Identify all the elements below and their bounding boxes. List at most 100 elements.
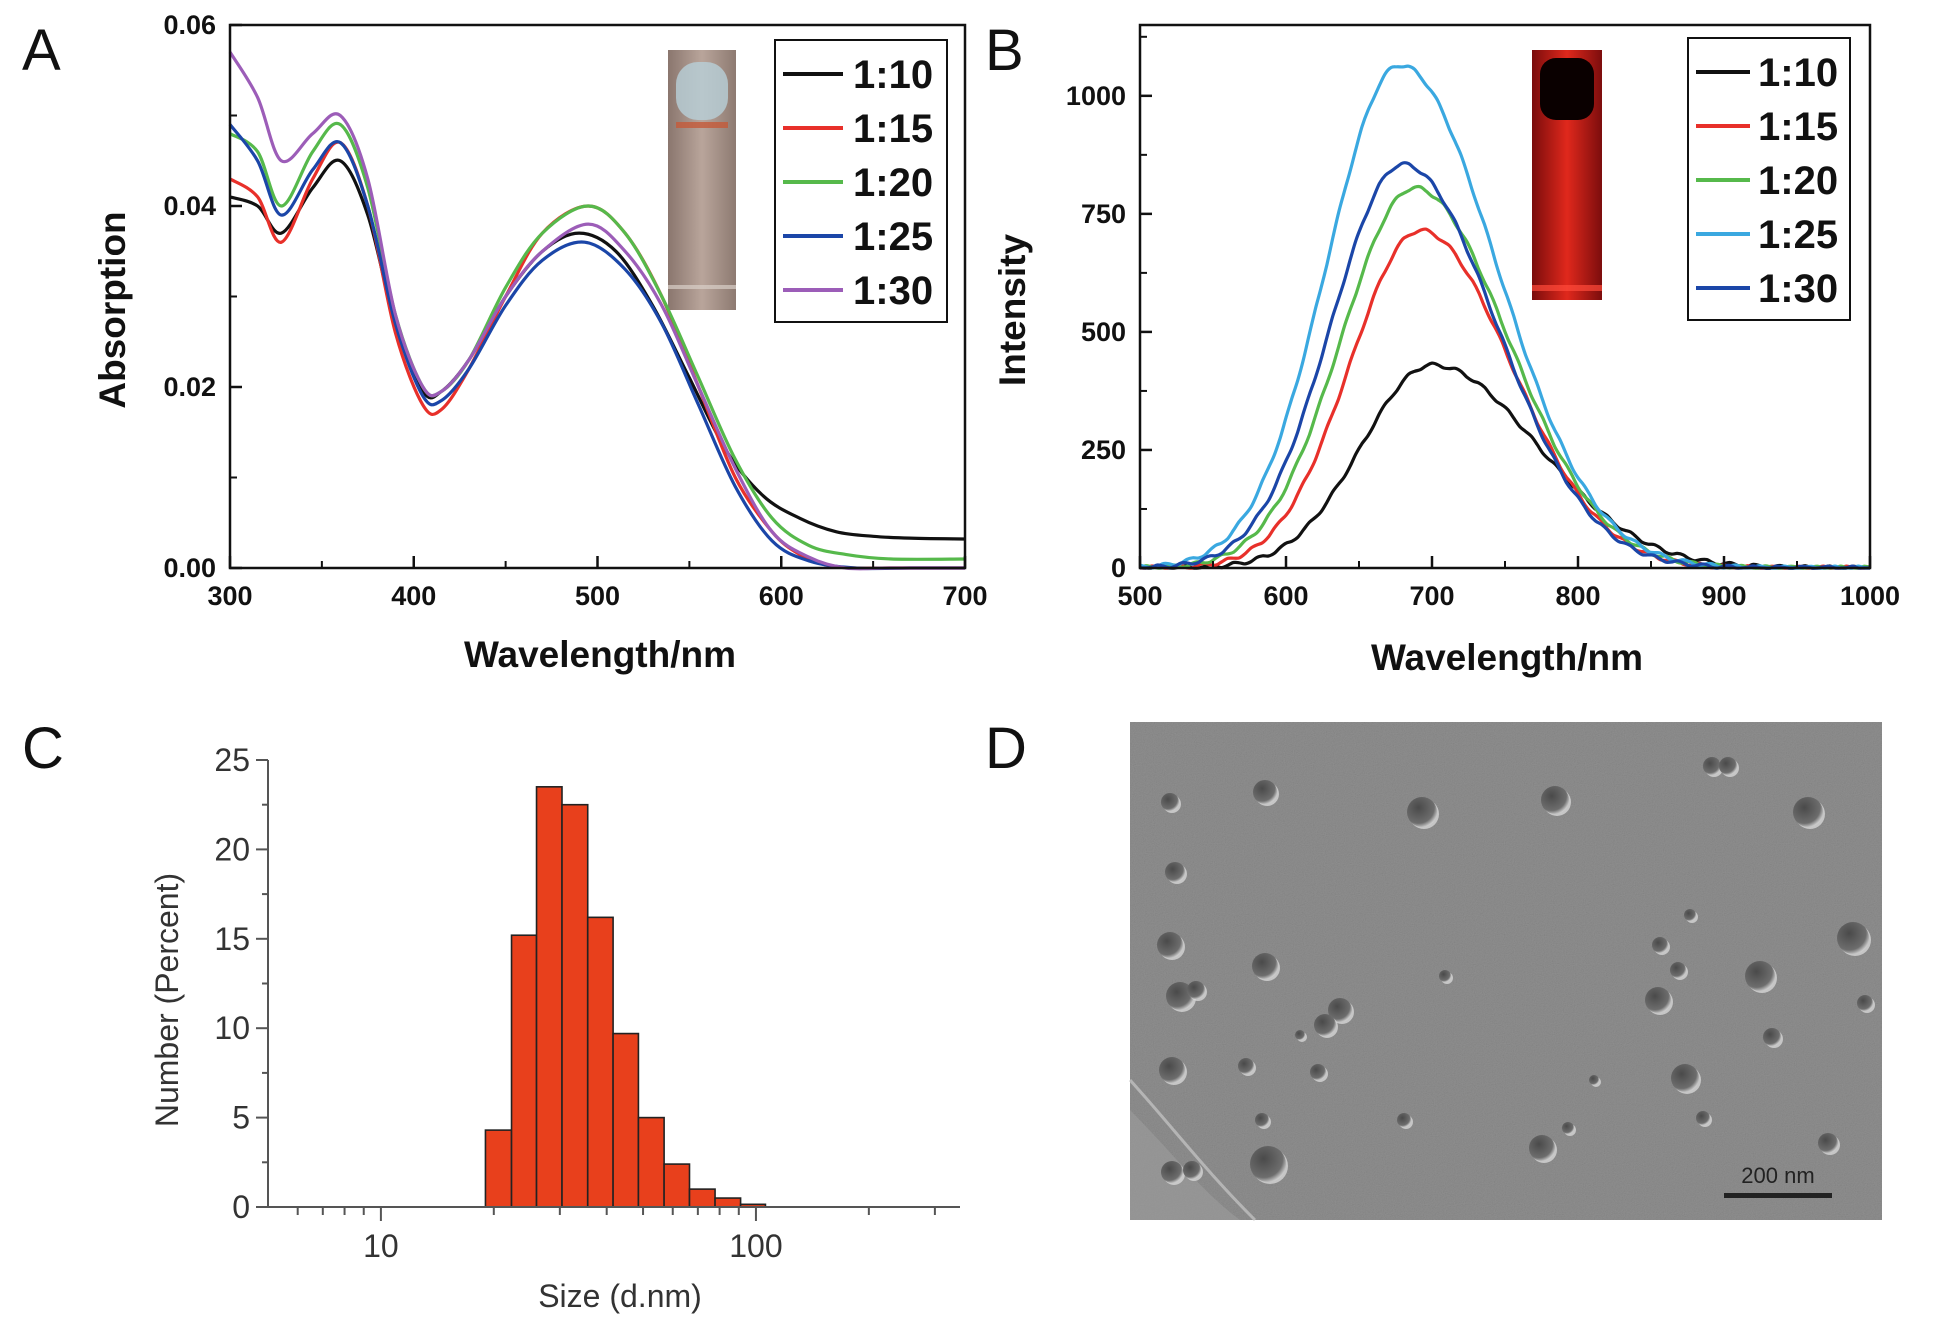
particle xyxy=(1818,1133,1838,1153)
legend-label-a: 1:10 xyxy=(853,53,933,97)
particle xyxy=(1314,1014,1336,1036)
particle xyxy=(1645,987,1671,1013)
particle xyxy=(1310,1064,1326,1080)
legend-label-a: 1:20 xyxy=(853,161,933,205)
particle xyxy=(1857,995,1873,1011)
particle xyxy=(1529,1135,1555,1161)
particle xyxy=(1541,786,1569,814)
x-tick-label-a: 500 xyxy=(575,581,620,611)
particle xyxy=(1703,757,1721,775)
legend-label-b: 1:15 xyxy=(1758,105,1838,149)
scale-bar-label: 200 nm xyxy=(1741,1163,1814,1188)
y-tick-label-a: 0.06 xyxy=(163,10,216,40)
particle xyxy=(1671,1064,1699,1092)
particle xyxy=(1407,797,1437,827)
histogram-bar xyxy=(484,1129,513,1208)
particle xyxy=(1589,1075,1599,1085)
particle xyxy=(1439,970,1451,982)
histogram-bar xyxy=(561,803,589,1208)
panel-letter-b: B xyxy=(985,18,1024,83)
legend-label-a: 1:15 xyxy=(853,107,933,151)
particle xyxy=(1328,998,1352,1022)
particle xyxy=(1157,932,1183,958)
y-tick-label-c: 20 xyxy=(214,831,250,867)
histogram-bar xyxy=(688,1188,716,1208)
histogram-bar xyxy=(714,1197,742,1208)
x-tick-label-b: 900 xyxy=(1701,581,1746,611)
legend-label-b: 1:30 xyxy=(1758,267,1838,311)
particle xyxy=(1763,1028,1781,1046)
y-tick-label-a: 0.00 xyxy=(163,553,216,583)
cuvette-photo-b xyxy=(1532,50,1602,300)
particle xyxy=(1161,793,1179,811)
x-tick-label-b: 500 xyxy=(1117,581,1162,611)
x-tick-label-b: 800 xyxy=(1555,581,1600,611)
particle xyxy=(1252,953,1278,979)
particle xyxy=(1159,1057,1185,1083)
y-tick-label-b: 0 xyxy=(1111,553,1126,583)
x-tick-label-a: 300 xyxy=(207,581,252,611)
chart-b: 500 600 700 800 900 1000 0 250 500 750 1000 1:10 1:… xyxy=(992,23,1900,678)
y-axis-title-c: Number (Percent) xyxy=(149,873,185,1127)
legend-label-a: 1:25 xyxy=(853,215,933,259)
legend-label-b: 1:20 xyxy=(1758,159,1838,203)
legend-label-a: 1:30 xyxy=(853,269,933,313)
particle xyxy=(1684,909,1696,921)
particle xyxy=(1719,757,1737,775)
particle xyxy=(1253,780,1277,804)
particle xyxy=(1165,862,1185,882)
histogram-bar xyxy=(663,1163,691,1208)
particles xyxy=(1157,757,1875,1185)
particle xyxy=(1793,797,1823,827)
particle xyxy=(1183,1161,1201,1179)
particle xyxy=(1255,1113,1269,1127)
histogram-bar xyxy=(612,1032,640,1208)
panel-letter-a: A xyxy=(22,18,61,83)
y-axis-title-a: Absorption xyxy=(92,211,133,408)
y-tick-label-a: 0.02 xyxy=(163,372,216,402)
y-axis-title-b: Intensity xyxy=(992,234,1033,387)
series-line-a-1:25 xyxy=(228,123,965,571)
cuvette-photo-a xyxy=(668,50,736,310)
particle xyxy=(1696,1111,1710,1125)
y-tick-label-c: 25 xyxy=(214,742,250,778)
histogram-bar xyxy=(535,786,563,1208)
particle xyxy=(1161,1161,1183,1183)
x-tick-label-c: 100 xyxy=(729,1228,782,1264)
particle xyxy=(1837,922,1869,954)
x-tick-label-c: 10 xyxy=(363,1228,399,1264)
y-tick-label-c: 0 xyxy=(232,1189,250,1225)
y-tick-label-c: 5 xyxy=(232,1100,250,1136)
particle xyxy=(1166,982,1194,1010)
panel-letter-c: C xyxy=(22,716,64,781)
particle xyxy=(1295,1030,1305,1040)
chart-a: 300 400 500 600 700 0.00 0.02 0.04 0.06 1:10 1:15… xyxy=(92,10,988,675)
x-tick-label-a: 600 xyxy=(759,581,804,611)
particle xyxy=(1238,1058,1254,1074)
x-tick-label-a: 700 xyxy=(942,581,987,611)
legend-label-b: 1:10 xyxy=(1758,51,1838,95)
x-tick-label-b: 600 xyxy=(1263,581,1308,611)
x-tick-label-a: 400 xyxy=(391,581,436,611)
y-tick-label-a: 0.04 xyxy=(163,191,216,221)
particle xyxy=(1670,962,1686,978)
histogram-bar xyxy=(637,1116,665,1208)
y-tick-label-b: 250 xyxy=(1081,435,1126,465)
histogram-bar xyxy=(510,934,538,1208)
x-axis-title-a: Wavelength/nm xyxy=(464,634,736,675)
x-tick-label-b: 1000 xyxy=(1840,581,1900,611)
particle xyxy=(1652,937,1668,953)
x-axis-title-b: Wavelength/nm xyxy=(1371,637,1643,678)
histogram-bar xyxy=(586,916,614,1208)
particle xyxy=(1745,961,1775,991)
y-tick-label-c: 10 xyxy=(214,1010,250,1046)
microscopy-image: 200 nm xyxy=(1128,722,1882,1222)
y-tick-label-b: 500 xyxy=(1081,317,1126,347)
series-line-a-1:30 xyxy=(228,51,965,571)
y-tick-label-b: 1000 xyxy=(1066,81,1126,111)
y-tick-label-c: 15 xyxy=(214,921,250,957)
particle xyxy=(1562,1122,1574,1134)
series-line-a-1:20 xyxy=(229,121,966,561)
chart-c: 0 5 10 15 20 25 10 100 Size (d.nm) Number (Perc… xyxy=(149,742,960,1314)
